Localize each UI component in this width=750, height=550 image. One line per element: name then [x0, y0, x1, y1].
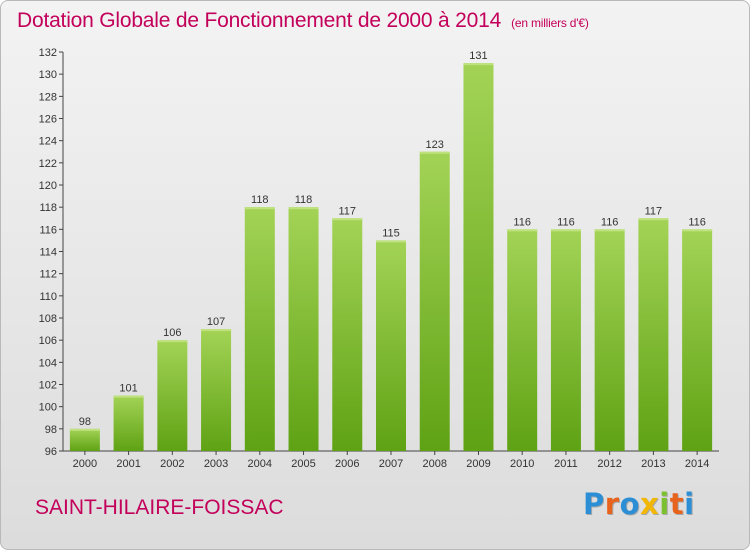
x-tick-label: 2002 [160, 458, 184, 470]
bar-highlight [288, 207, 319, 210]
y-tick-label: 130 [39, 69, 57, 81]
x-tick-label: 2013 [641, 458, 665, 470]
y-tick-label: 122 [39, 158, 57, 170]
y-tick-label: 118 [39, 202, 57, 214]
bar [594, 229, 625, 451]
bar [550, 229, 581, 451]
logo-letter: r [604, 487, 620, 521]
bar [244, 207, 275, 451]
x-tick-label: 2010 [510, 458, 534, 470]
x-tick-label: 2000 [73, 458, 97, 470]
bar-highlight [69, 428, 100, 431]
bar [682, 229, 713, 451]
bar-value-label: 123 [426, 139, 444, 151]
y-tick-label: 108 [39, 313, 57, 325]
bar [113, 395, 144, 451]
commune-name: SAINT-HILAIRE-FOISSAC [35, 496, 284, 519]
y-tick-label: 96 [45, 446, 57, 458]
y-tick-label: 102 [39, 380, 57, 392]
bar-value-label: 117 [645, 205, 663, 217]
y-tick-label: 112 [39, 269, 57, 281]
bar [419, 151, 450, 451]
bar [376, 240, 406, 451]
x-tick-label: 2007 [379, 458, 403, 470]
x-tick-label: 2004 [248, 458, 272, 470]
bar-highlight [157, 340, 188, 343]
x-tick-label: 2011 [554, 458, 578, 470]
chart-unit: (en milliers d'€) [511, 16, 589, 30]
logo-letter: x [640, 487, 660, 521]
bar-value-label: 116 [513, 216, 531, 228]
x-tick-label: 2008 [422, 458, 446, 470]
bar-value-label: 118 [251, 194, 269, 206]
bar [507, 229, 538, 451]
x-tick-label: 2001 [116, 458, 140, 470]
bar-value-label: 116 [557, 216, 575, 228]
y-tick-label: 128 [39, 91, 57, 103]
bar [157, 340, 188, 451]
chart-title-text: Dotation Globale de Fonctionnement de 20… [17, 9, 502, 32]
bar-value-label: 116 [601, 216, 619, 228]
bar-value-label: 98 [79, 416, 91, 428]
y-tick-label: 124 [39, 136, 57, 148]
x-tick-label: 2005 [291, 458, 315, 470]
bar-highlight [638, 218, 669, 221]
bar [638, 218, 669, 451]
bar-highlight [201, 329, 232, 332]
bar [463, 63, 494, 451]
x-tick-label: 2003 [204, 458, 228, 470]
bar-value-label: 107 [207, 316, 225, 328]
y-tick-label: 98 [45, 424, 57, 436]
x-tick-label: 2009 [466, 458, 490, 470]
bar-highlight [244, 207, 275, 210]
chart-bars [69, 63, 713, 451]
y-tick-label: 120 [39, 180, 57, 192]
x-tick-label: 2012 [597, 458, 621, 470]
bar-value-label: 106 [163, 327, 181, 339]
bar-highlight [550, 229, 581, 232]
y-tick-label: 106 [39, 335, 57, 347]
y-tick-label: 114 [39, 247, 57, 259]
logo-letter: P [583, 487, 605, 521]
logo-letter: i [684, 487, 695, 521]
bar-value-label: 116 [688, 216, 706, 228]
bar-highlight [594, 229, 625, 232]
bar-highlight [507, 229, 538, 232]
x-tick-label: 2006 [335, 458, 359, 470]
logo-letter: t [669, 487, 685, 521]
bar-value-label: 131 [469, 50, 487, 62]
bar-highlight [376, 240, 406, 243]
proxiti-logo[interactable]: Proxiti [583, 487, 695, 521]
bar-value-label: 115 [382, 227, 400, 239]
bar-value-label: 101 [119, 383, 137, 395]
bar-value-label: 117 [338, 205, 356, 217]
bar [201, 329, 232, 451]
logo-letter: i [659, 487, 670, 521]
y-tick-label: 132 [39, 47, 57, 59]
bar [69, 428, 100, 451]
bar-highlight [419, 151, 450, 154]
bar-highlight [113, 395, 144, 398]
x-tick-label: 2014 [685, 458, 709, 470]
bar-highlight [682, 229, 713, 232]
y-tick-label: 104 [39, 357, 57, 369]
bar-highlight [332, 218, 363, 221]
bar [288, 207, 319, 451]
y-tick-label: 116 [39, 224, 57, 236]
chart-title: Dotation Globale de Fonctionnement de 20… [17, 9, 589, 33]
y-tick-label: 100 [39, 402, 57, 414]
bar-value-label: 118 [295, 194, 313, 206]
logo-letter: o [619, 487, 641, 521]
bar-highlight [463, 63, 494, 66]
bar [332, 218, 363, 451]
chart-labels: 98 2000 101 2001 106 2002 107 2003 118 2004 118 200… [73, 50, 710, 470]
y-tick-label: 110 [39, 291, 57, 303]
y-tick-label: 126 [39, 114, 57, 126]
